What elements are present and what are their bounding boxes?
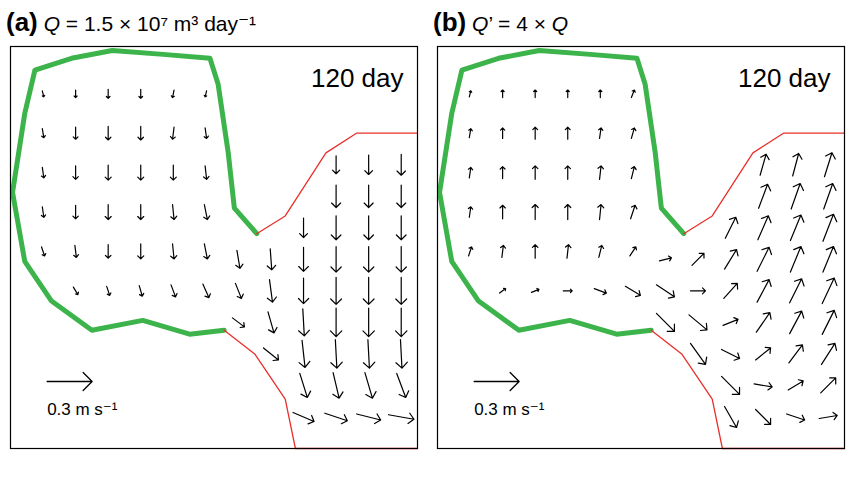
svg-text:120 day: 120 day xyxy=(311,63,404,93)
svg-text:120 day: 120 day xyxy=(738,63,831,93)
html-text:(b) Q ’ = 4 × Q: (b) Q ’ = 4 × Q xyxy=(433,7,569,37)
svg-text:0.3 m s⁻¹: 0.3 m s⁻¹ xyxy=(474,400,545,419)
svg-text:0.3 m s⁻¹: 0.3 m s⁻¹ xyxy=(47,400,118,419)
html-text:(a) Q = 1.5 × 10⁷ m³ day⁻¹: (a) Q = 1.5 × 10⁷ m³ day⁻¹ xyxy=(6,7,257,37)
